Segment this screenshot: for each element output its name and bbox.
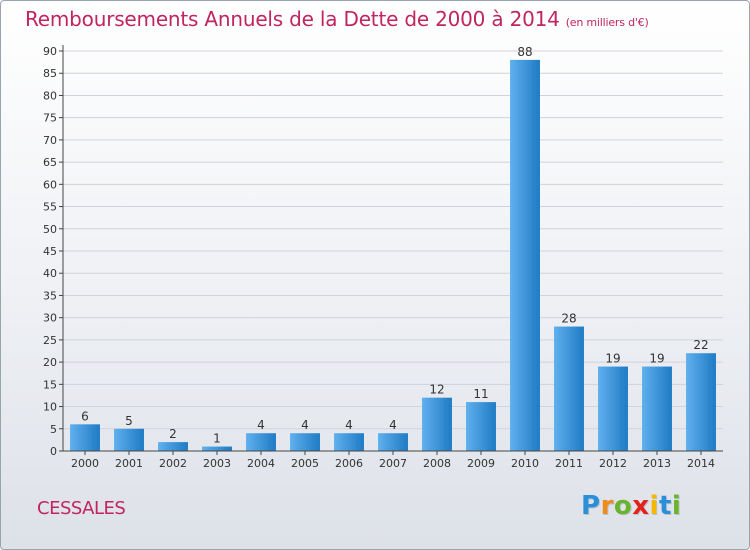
commune-name: CESSALES <box>37 498 126 519</box>
chart-title: Remboursements Annuels de la Dette de 20… <box>25 7 649 31</box>
y-tick-label: 40 <box>43 267 57 280</box>
bar-2003 <box>202 446 232 451</box>
bars <box>70 59 716 452</box>
bar-2002 <box>158 442 188 451</box>
gridlines <box>63 50 723 430</box>
x-tick-label-2000: 2000 <box>71 457 99 470</box>
y-tick-label: 45 <box>43 245 57 258</box>
y-tick-label: 0 <box>50 445 57 458</box>
y-tick-label: 55 <box>43 201 57 214</box>
logo-letter: i <box>671 491 682 521</box>
x-tick-label-2004: 2004 <box>247 457 275 470</box>
x-tick-label-2014: 2014 <box>687 457 715 470</box>
y-tick-label: 80 <box>43 89 57 102</box>
bar-2004 <box>246 433 276 451</box>
bar-2014 <box>686 353 716 451</box>
x-tick-label-2005: 2005 <box>291 457 319 470</box>
data-label-2001: 5 <box>125 414 133 428</box>
logo-letter: i <box>649 491 659 521</box>
y-tick-label: 85 <box>43 67 57 80</box>
y-tick-label: 50 <box>43 223 57 236</box>
data-label-2014: 22 <box>693 338 708 352</box>
data-label-2008: 12 <box>429 383 444 397</box>
data-label-2006: 4 <box>345 418 353 432</box>
data-label-2007: 4 <box>389 418 397 432</box>
y-tick-label: 10 <box>43 401 57 414</box>
x-tick-label-2010: 2010 <box>511 457 539 470</box>
x-tick-label-2003: 2003 <box>203 457 231 470</box>
bar-2013 <box>642 366 672 451</box>
x-tick-label-2013: 2013 <box>643 457 671 470</box>
y-tick-label: 75 <box>43 112 57 125</box>
y-tick-label: 70 <box>43 134 57 147</box>
bar-2001 <box>114 428 144 451</box>
logo-letter: t <box>658 491 672 521</box>
data-label-2010: 88 <box>517 45 532 59</box>
x-tick-label-2006: 2006 <box>335 457 363 470</box>
bar-2012 <box>598 366 628 451</box>
logo-letter: P <box>581 491 601 521</box>
x-tick-label-2012: 2012 <box>599 457 627 470</box>
data-label-2011: 28 <box>561 312 576 326</box>
x-tick-label-2001: 2001 <box>115 457 143 470</box>
data-label-2000: 6 <box>81 409 89 423</box>
x-tick-label-2008: 2008 <box>423 457 451 470</box>
title-text: Remboursements Annuels de la Dette de 20… <box>25 7 560 31</box>
axes <box>62 45 723 452</box>
bar-2009 <box>466 402 496 451</box>
y-tick-label: 15 <box>43 378 57 391</box>
y-tick-label: 90 <box>43 45 57 58</box>
logo-letter: r <box>600 491 614 521</box>
y-tick-label: 20 <box>43 356 57 369</box>
y-tick-label: 30 <box>43 312 57 325</box>
data-label-2004: 4 <box>257 418 265 432</box>
data-label-2005: 4 <box>301 418 309 432</box>
bar-2011 <box>554 326 584 451</box>
bar-2010 <box>510 59 540 452</box>
y-tick-label: 5 <box>50 423 57 436</box>
bar-2005 <box>290 433 320 451</box>
x-tick-label-2007: 2007 <box>379 457 407 470</box>
y-tick-label: 25 <box>43 334 57 347</box>
y-tick-label: 65 <box>43 156 57 169</box>
data-label-2003: 1 <box>213 432 221 446</box>
data-label-2009: 11 <box>473 387 488 401</box>
x-tick-label-2009: 2009 <box>467 457 495 470</box>
logo-letter: x <box>632 491 650 521</box>
y-tick-label: 60 <box>43 178 57 191</box>
y-tick-label: 35 <box>43 289 57 302</box>
bar-2006 <box>334 433 364 451</box>
y-axis-ticks: 0 5 10 15 20 25 30 35 40 45 50 55 60 65 70 75 80 85 90 <box>43 45 63 458</box>
bar-2000 <box>70 424 100 451</box>
x-axis-ticks: 2000 2001 2002 2003 2004 2005 2006 2007 2008 2009… <box>71 451 715 470</box>
bar-2007 <box>378 433 408 451</box>
data-labels: 6 5 2 1 4 4 4 4 12 11 88 28 19 19 22 <box>81 45 708 446</box>
data-label-2002: 2 <box>169 427 177 441</box>
bar-2008 <box>422 397 452 451</box>
title-unit: (en milliers d'€) <box>565 16 649 29</box>
data-label-2012: 19 <box>605 352 620 366</box>
x-tick-label-2002: 2002 <box>159 457 187 470</box>
x-tick-label-2011: 2011 <box>555 457 583 470</box>
logo-letter: o <box>613 491 633 521</box>
proxiti-logo: Proxiti <box>581 491 681 521</box>
data-label-2013: 19 <box>649 352 664 366</box>
